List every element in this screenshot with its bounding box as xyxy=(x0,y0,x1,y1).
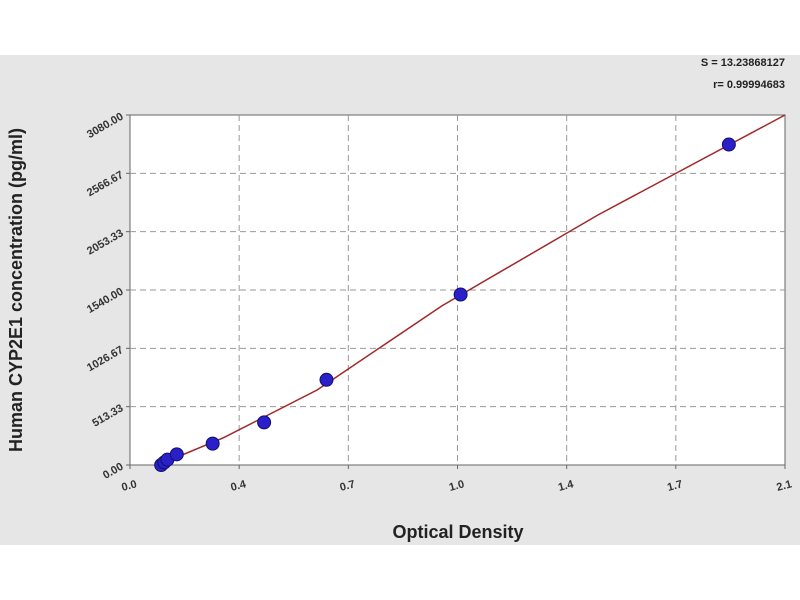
y-axis-title: Human CYP2E1 concentration (pg/ml) xyxy=(6,128,26,452)
x-tick-label: 0.4 xyxy=(229,478,248,494)
x-tick-label: 1.4 xyxy=(557,478,576,494)
x-tick-label: 1.0 xyxy=(448,478,466,494)
annotation: S = 13.23868127 xyxy=(701,57,785,69)
data-point xyxy=(319,372,334,387)
data-point xyxy=(169,447,184,462)
x-tick-label: 1.7 xyxy=(666,478,684,494)
data-point xyxy=(721,137,736,152)
annotation: r= 0.99994683 xyxy=(713,79,785,91)
data-point xyxy=(257,415,272,430)
data-point xyxy=(453,287,468,302)
x-tick-label: 2.1 xyxy=(775,478,793,494)
x-axis-title: Optical Density xyxy=(392,522,523,542)
data-point xyxy=(205,436,220,451)
x-tick-label: 0.7 xyxy=(339,478,357,494)
x-tick-label: 0.0 xyxy=(120,478,138,494)
